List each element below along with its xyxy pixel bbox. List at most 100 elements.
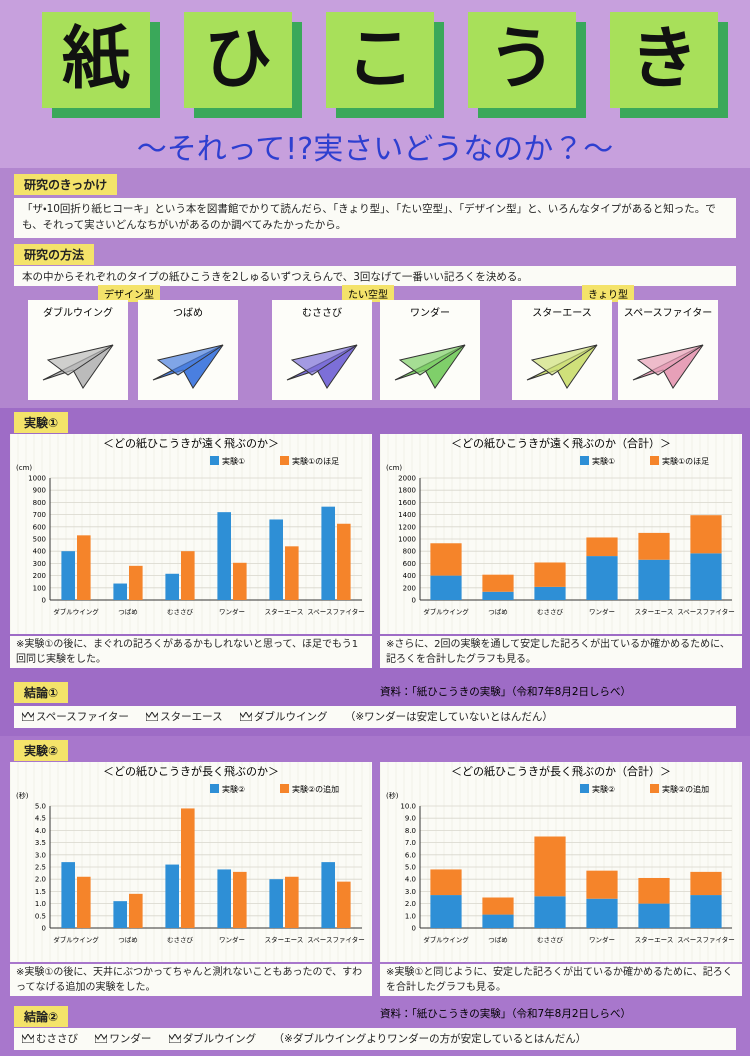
y-tick-label: 600 — [33, 523, 46, 531]
x-tick-label: ワンダー — [589, 607, 615, 616]
conclusion-text: むささび ワンダー ダブルウイング （※ダブルウイングよりワンダーの方が安定して… — [14, 1028, 736, 1050]
y-tick-label: 3.0 — [35, 851, 46, 859]
title-char: ひ — [184, 12, 292, 108]
chart-title: ＜どの紙ひこうきが遠く飛ぶのか＞ — [103, 436, 279, 450]
plane-drawing — [632, 344, 704, 389]
chart: ＜どの紙ひこうきが遠く飛ぶのか＞ (cm) 実験① 実験①のほ足 0 100 200 300 4… — [10, 434, 372, 634]
y-tick-label: 0 — [42, 925, 46, 933]
y-tick-label: 200 — [33, 572, 46, 580]
bar — [113, 583, 127, 600]
chart-title: ＜どの紙ひこうきが長く飛ぶのか＞ — [103, 764, 279, 778]
bar — [321, 506, 335, 600]
plane-drawing — [526, 344, 598, 389]
rank-name: スターエース — [160, 711, 223, 723]
bar-segment — [690, 553, 722, 600]
rank-name: スペースファイター — [36, 711, 129, 723]
bar-segment — [586, 898, 618, 928]
legend-swatch — [580, 456, 589, 465]
plane-shape — [156, 344, 224, 376]
bar — [77, 876, 91, 928]
legend-label: 実験②の追加 — [662, 784, 709, 794]
bar-segment — [638, 877, 670, 904]
legend-label: 実験② — [592, 784, 615, 794]
y-tick-label: 700 — [33, 511, 46, 519]
y-tick-label: 3.5 — [35, 839, 46, 847]
y-tick-label: 6.0 — [405, 851, 416, 859]
y-tick-label: 8.0 — [405, 827, 416, 835]
note: ※実験①と同じように、安定した記ろくが出ているか確かめるために、記ろくを合計した… — [380, 964, 742, 996]
bar-segment — [534, 562, 566, 587]
plane-shape — [46, 344, 114, 376]
y-tick-label: 2000 — [398, 475, 416, 483]
plane-name: ワンダー — [410, 308, 450, 319]
x-tick-label: むささび — [537, 608, 564, 616]
y-tick-label: 1.0 — [405, 912, 416, 920]
x-tick-label: スペースファイター — [677, 607, 734, 616]
legend-label: 実験②の追加 — [292, 784, 339, 794]
y-tick-label: 400 — [33, 548, 46, 556]
bar-segment — [690, 871, 722, 896]
plane-name: スターエース — [532, 308, 592, 319]
y-tick-label: 0 — [42, 597, 46, 605]
plane-card: ワンダー — [380, 300, 480, 400]
bar-segment — [482, 897, 514, 915]
legend-swatch — [210, 456, 219, 465]
y-tick-label: 1800 — [398, 487, 416, 495]
bar-segment — [586, 537, 618, 557]
section-heading: 実験② — [14, 740, 69, 761]
x-tick-label: つばめ — [488, 607, 508, 616]
y-tick-label: 2.5 — [35, 864, 46, 872]
y-tick-label: 5.0 — [35, 803, 46, 811]
title-char: こ — [326, 12, 434, 108]
y-tick-label: 800 — [403, 548, 416, 556]
y-tick-label: 9.0 — [405, 815, 416, 823]
x-tick-label: ダブルウイング — [53, 935, 99, 944]
bar — [181, 551, 195, 600]
section-heading: 結論② — [14, 1006, 69, 1027]
section-heading: 研究の方法 — [14, 244, 95, 265]
y-tick-label: 4.0 — [35, 827, 46, 835]
rank-name: ダブルウイング — [254, 711, 328, 723]
source: 資料：「紙ひこうきの実験」（令和7年8月2日しらべ） — [380, 1008, 632, 1020]
plane-name: つばめ — [173, 308, 203, 319]
bar — [113, 901, 127, 928]
y-tick-label: 800 — [33, 499, 46, 507]
bar-segment — [534, 586, 566, 600]
method-text: 本の中からそれぞれのタイプの紙ひこうきを2しゅるいずつえらんで、3回なげて一番い… — [14, 266, 736, 286]
note: ※実験①の後に、天井にぶつかってちゃんと測れないこともあったので、すわってなげる… — [10, 964, 372, 996]
plane-card: スターエース — [512, 300, 612, 400]
bar — [269, 519, 283, 600]
bar — [217, 869, 231, 928]
chart-title: ＜どの紙ひこうきが遠く飛ぶのか（合計）＞ — [451, 436, 671, 450]
x-tick-label: ワンダー — [219, 607, 245, 616]
crown-icon — [240, 712, 252, 721]
y-tick-label: 900 — [33, 487, 46, 495]
remark: （※ダブルウイングよりワンダーの方が安定しているとはんだん） — [273, 1033, 587, 1045]
bar — [61, 551, 75, 600]
y-unit: (cm) — [16, 464, 32, 472]
legend-label: 実験② — [222, 784, 245, 794]
bar-segment — [586, 556, 618, 600]
rank-item: スペースファイター — [22, 711, 129, 723]
bar — [285, 546, 299, 600]
title-char: 紙 — [42, 12, 150, 108]
legend-label: 実験①のほ足 — [662, 456, 709, 466]
plane-name: スペースファイター — [623, 308, 713, 319]
y-tick-label: 10.0 — [400, 803, 416, 811]
source: 資料：「紙ひこうきの実験」（令和7年8月2日しらべ） — [380, 686, 632, 698]
legend-swatch — [280, 456, 289, 465]
crown-icon — [22, 712, 34, 721]
x-tick-label: スターエース — [635, 607, 674, 616]
crown-icon — [22, 1034, 34, 1043]
y-tick-label: 0.5 — [35, 912, 46, 920]
plane-name: むささび — [302, 308, 342, 319]
bar-segment — [534, 836, 566, 897]
x-tick-label: むささび — [167, 608, 194, 616]
group-label: たい空型 — [342, 285, 394, 302]
legend-swatch — [580, 784, 589, 793]
rank-name: むささび — [36, 1033, 78, 1045]
y-tick-label: 7.0 — [405, 839, 416, 847]
rank-name: ダブルウイング — [182, 1033, 257, 1045]
x-tick-label: むささび — [537, 936, 564, 944]
